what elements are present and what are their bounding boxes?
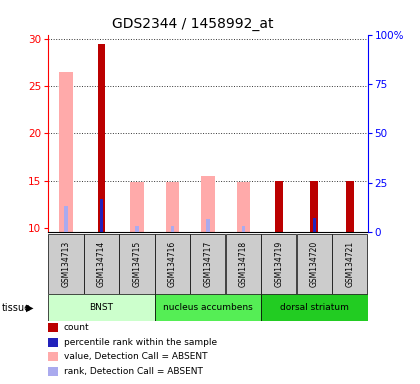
Bar bbox=[171, 226, 174, 232]
Text: ▶: ▶ bbox=[26, 303, 34, 313]
Bar bbox=[130, 182, 144, 232]
FancyBboxPatch shape bbox=[261, 294, 368, 321]
Bar bbox=[312, 220, 316, 232]
FancyBboxPatch shape bbox=[332, 234, 368, 294]
Bar bbox=[100, 199, 103, 232]
Text: GSM134713: GSM134713 bbox=[62, 241, 71, 287]
Bar bbox=[64, 206, 68, 232]
FancyBboxPatch shape bbox=[155, 234, 190, 294]
Text: GSM134719: GSM134719 bbox=[274, 241, 284, 287]
Bar bbox=[275, 180, 283, 232]
Text: GSM134721: GSM134721 bbox=[345, 241, 354, 287]
Bar bbox=[236, 182, 250, 232]
Text: GSM134714: GSM134714 bbox=[97, 241, 106, 287]
Bar bbox=[241, 226, 245, 232]
FancyBboxPatch shape bbox=[48, 294, 155, 321]
Bar bbox=[346, 180, 354, 232]
FancyBboxPatch shape bbox=[84, 234, 119, 294]
Text: percentile rank within the sample: percentile rank within the sample bbox=[64, 338, 217, 347]
FancyBboxPatch shape bbox=[190, 234, 226, 294]
Text: count: count bbox=[64, 323, 89, 332]
Text: GSM134720: GSM134720 bbox=[310, 241, 319, 287]
Text: nucleus accumbens: nucleus accumbens bbox=[163, 303, 253, 312]
Bar bbox=[166, 182, 179, 232]
FancyBboxPatch shape bbox=[226, 234, 261, 294]
Text: GSM134717: GSM134717 bbox=[203, 241, 213, 287]
FancyBboxPatch shape bbox=[261, 234, 297, 294]
FancyBboxPatch shape bbox=[155, 294, 261, 321]
FancyBboxPatch shape bbox=[119, 234, 155, 294]
Text: tissue: tissue bbox=[2, 303, 31, 313]
Bar bbox=[59, 72, 73, 232]
FancyBboxPatch shape bbox=[48, 234, 84, 294]
Text: value, Detection Call = ABSENT: value, Detection Call = ABSENT bbox=[64, 352, 207, 361]
Bar bbox=[206, 219, 210, 232]
Text: rank, Detection Call = ABSENT: rank, Detection Call = ABSENT bbox=[64, 367, 203, 376]
Text: GSM134718: GSM134718 bbox=[239, 241, 248, 287]
Bar bbox=[97, 44, 105, 232]
Text: BNST: BNST bbox=[89, 303, 113, 312]
Text: dorsal striatum: dorsal striatum bbox=[280, 303, 349, 312]
Bar bbox=[312, 218, 316, 232]
Bar bbox=[206, 220, 210, 232]
FancyBboxPatch shape bbox=[297, 234, 332, 294]
Bar bbox=[201, 176, 215, 232]
Text: GDS2344 / 1458992_at: GDS2344 / 1458992_at bbox=[113, 17, 274, 31]
Bar bbox=[135, 226, 139, 232]
Text: GSM134716: GSM134716 bbox=[168, 241, 177, 287]
Bar bbox=[310, 180, 318, 232]
Text: GSM134715: GSM134715 bbox=[132, 241, 142, 287]
